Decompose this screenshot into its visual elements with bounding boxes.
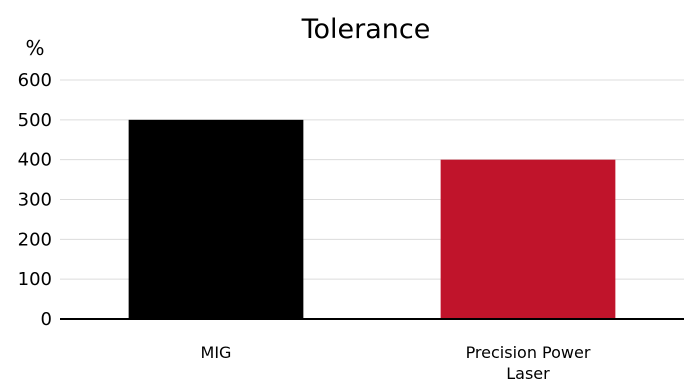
y-tick-label: 200: [18, 229, 52, 250]
y-tick-label: 100: [18, 269, 52, 290]
x-category-label: MIG: [201, 343, 232, 362]
y-tick-label: 500: [18, 110, 52, 131]
y-tick-label: 400: [18, 150, 52, 171]
chart-title: Tolerance: [301, 14, 431, 45]
y-axis-ticks: 0 100 200 300 400 500 600: [18, 70, 52, 330]
y-tick-label: 300: [18, 190, 52, 211]
x-axis-categories: MIG Precision Power Laser: [201, 343, 591, 383]
y-tick-label: 0: [41, 309, 52, 330]
bars: [128, 119, 616, 319]
x-category-label: Precision Power Laser: [466, 343, 591, 383]
y-axis-unit-label: %: [25, 36, 44, 60]
bar-0: [128, 119, 304, 319]
bar-1: [440, 159, 616, 319]
y-tick-label: 600: [18, 70, 52, 91]
